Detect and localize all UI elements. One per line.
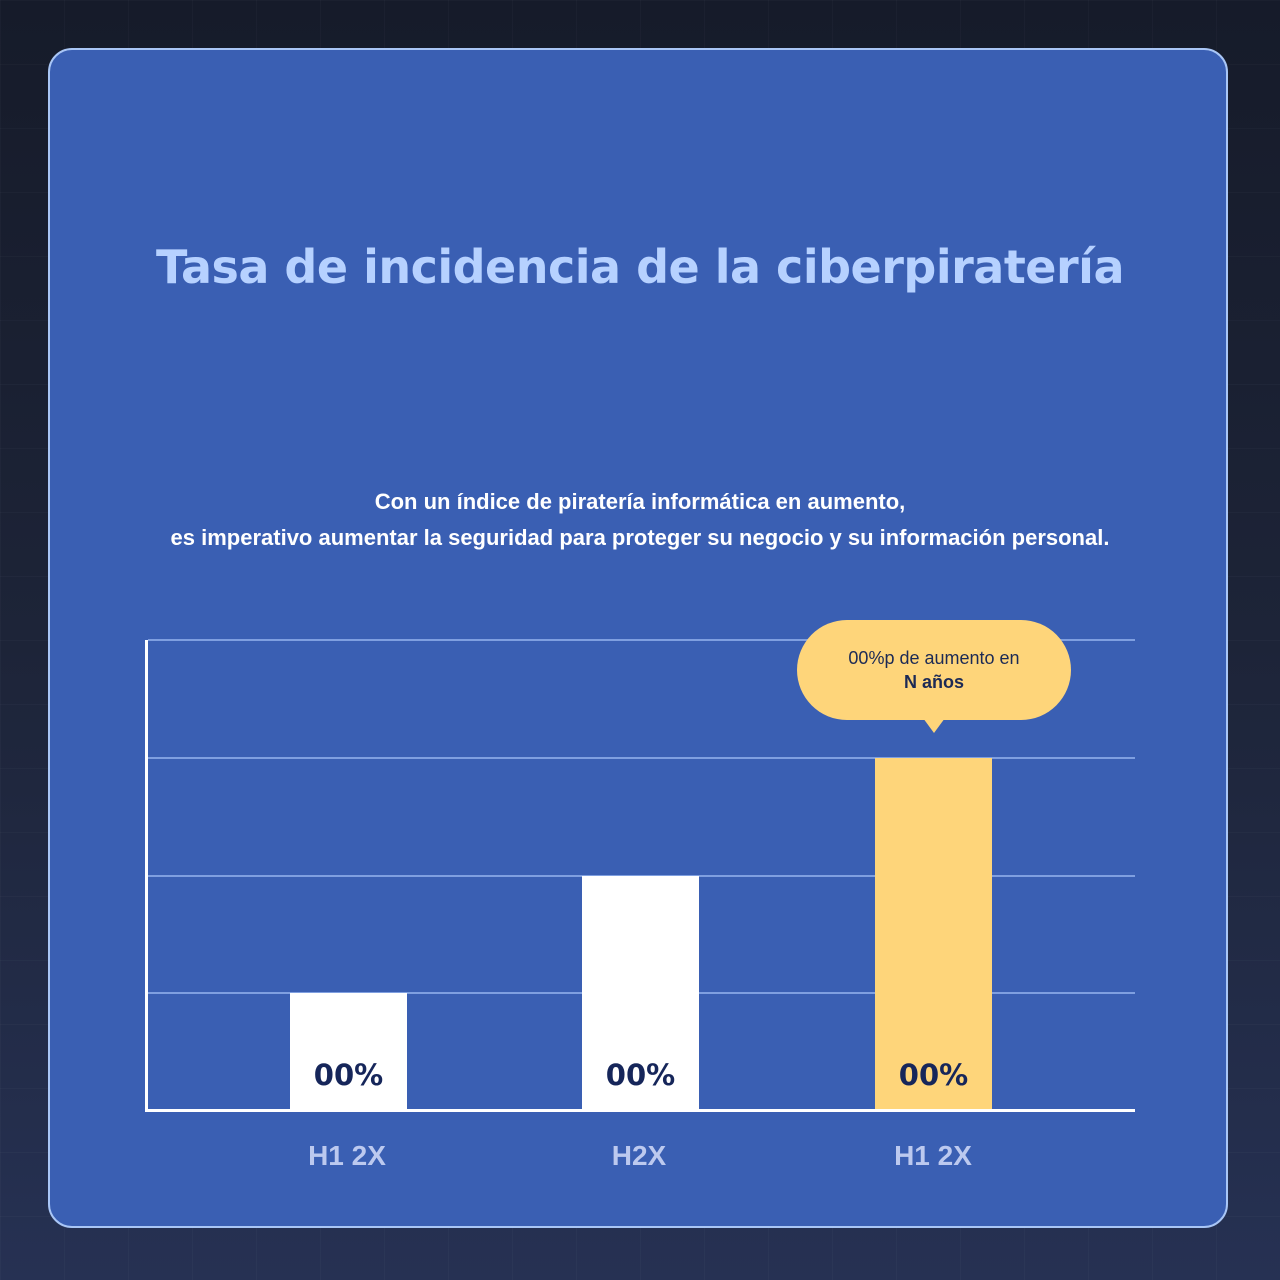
bar-1: 00% [290, 993, 407, 1110]
bar-2: 00% [582, 876, 699, 1110]
callout-line-2: N años [903, 672, 964, 692]
x-label-2: H2X [611, 1140, 667, 1171]
bar-3-highlight: 00% [875, 758, 992, 1110]
callout-tail [923, 718, 945, 733]
chart-title: Tasa de incidencia de la ciberpiratería [156, 240, 1125, 294]
gridline [148, 639, 1135, 641]
x-label-3: H1 2X [894, 1140, 972, 1171]
chart-subtitle: Con un índice de piratería informática e… [0, 484, 1280, 556]
callout-bubble: 00%p de aumento en N años [797, 620, 1071, 720]
subtitle-line-2: es imperativo aumentar la seguridad para… [170, 525, 1110, 550]
y-axis [145, 640, 148, 1112]
callout-line-1: 00%p de aumento en [848, 648, 1020, 668]
x-axis [145, 1109, 1135, 1112]
gridline [148, 757, 1135, 759]
bar-value-label: 00% [313, 1058, 384, 1092]
bar-value-label: 00% [898, 1058, 969, 1092]
bar-value-label: 00% [605, 1058, 676, 1092]
subtitle-line-1: Con un índice de piratería informática e… [374, 489, 906, 514]
x-label-1: H1 2X [308, 1140, 386, 1171]
